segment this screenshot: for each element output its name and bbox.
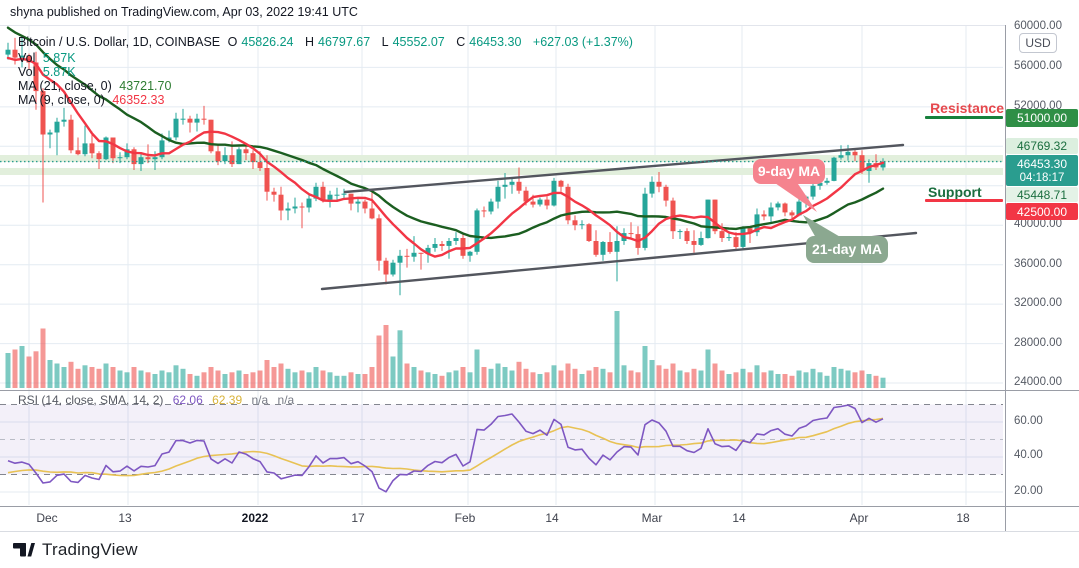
time-axis[interactable]: Dec 13 2022 17 Feb 14 Mar 14 Apr 18 (0, 507, 1005, 531)
time-axis-bottom-border (0, 531, 1079, 532)
candles (5, 36, 886, 296)
gridlines (0, 25, 1003, 505)
time-axis-label: 14 (545, 511, 559, 525)
volume-legend-row[interactable]: Vol 5.87K (18, 51, 76, 65)
support-label: Support (928, 184, 982, 200)
volume-legend-row[interactable]: Vol 5.87K (18, 65, 76, 79)
chart-top-border (0, 25, 1079, 26)
currency-button[interactable]: USD (1019, 33, 1057, 53)
footer: TradingView (0, 532, 1079, 568)
ohlc-low: L 45552.07 (381, 35, 445, 49)
volume-bars (5, 311, 886, 389)
ma-21-line (6, 26, 885, 240)
price-axis-tick: 32000.00 (1014, 297, 1062, 309)
price-level-band (0, 168, 1003, 175)
ohlc-open: O 45826.24 (227, 35, 294, 49)
price-level-band (0, 155, 1003, 162)
time-axis-label: 2022 (241, 511, 269, 525)
resistance-label: Resistance (930, 100, 1004, 116)
tradingview-logo-icon (13, 543, 35, 557)
axis-border (1005, 25, 1006, 531)
time-axis-label: 17 (351, 511, 365, 525)
price-axis-tick: 24000.00 (1014, 376, 1062, 388)
price-axis-badge: 42500.00 (1006, 203, 1078, 220)
rsi-pane-bottom-border (0, 506, 1079, 507)
rsi-sma-line (7, 417, 884, 477)
resistance-level-line[interactable] (925, 116, 1003, 119)
byline: shyna published on TradingView.com, Apr … (10, 5, 358, 19)
support-level-line[interactable] (925, 199, 1003, 202)
ohlc-close: C 46453.30 (456, 35, 522, 49)
rsi-legend-row[interactable]: RSI (14, close, SMA, 14, 2) 62.06 62.39 … (18, 393, 295, 407)
price-axis-tick: 28000.00 (1014, 337, 1062, 349)
price-axis-badge: 46453.30 04:18:17 (1006, 155, 1078, 186)
time-axis-label: Apr (849, 511, 869, 525)
channel-upper-trendline[interactable] (343, 143, 905, 194)
time-axis-label: Dec (36, 511, 58, 525)
price-axis-tick: 20.00 (1014, 485, 1043, 497)
time-axis-label: 13 (118, 511, 132, 525)
price-axis-tick: 40000.00 (1014, 218, 1062, 230)
price-axis[interactable]: USD 60000.00 56000.00 52000.00 40000.00 3600… (1006, 20, 1079, 531)
price-axis-badge: 46769.32 (1006, 138, 1078, 154)
price-axis-tick: 56000.00 (1014, 60, 1062, 72)
change-value: +627.03 (+1.37%) (532, 35, 633, 49)
price-axis-badge: 51000.00 (1006, 109, 1078, 127)
ma-9-line (6, 56, 885, 258)
time-axis-label: 18 (956, 511, 970, 525)
time-axis-label: Feb (454, 511, 476, 525)
price-axis-tick: 60.00 (1014, 415, 1043, 427)
symbol-title[interactable]: Bitcoin / U.S. Dollar, 1D, COINBASE (18, 35, 221, 49)
price-axis-tick: 60000.00 (1014, 20, 1062, 32)
time-axis-label: Mar (641, 511, 663, 525)
ma9-legend-row[interactable]: MA (9, close, 0) 46352.33 (18, 93, 165, 107)
pane-separator[interactable] (0, 390, 1079, 391)
ohlc-high: H 46797.67 (305, 35, 371, 49)
price-axis-tick: 36000.00 (1014, 258, 1062, 270)
rsi-line (7, 404, 884, 493)
time-axis-label: 14 (732, 511, 746, 525)
callout-21-day-ma[interactable]: 21-day MA (806, 236, 888, 263)
ma21-legend-row[interactable]: MA (21, close, 0) 43721.70 (18, 79, 172, 93)
callout-9-day-ma[interactable]: 9-day MA (753, 159, 825, 184)
price-axis-badge: 45448.71 (1006, 187, 1078, 202)
callout-21-tail (803, 215, 842, 238)
price-axis-tick: 40.00 (1014, 449, 1043, 461)
callout-9-tail (772, 181, 817, 212)
brand-name: TradingView (42, 540, 138, 559)
symbol-legend[interactable]: Bitcoin / U.S. Dollar, 1D, COINBASE O 458… (18, 35, 637, 49)
